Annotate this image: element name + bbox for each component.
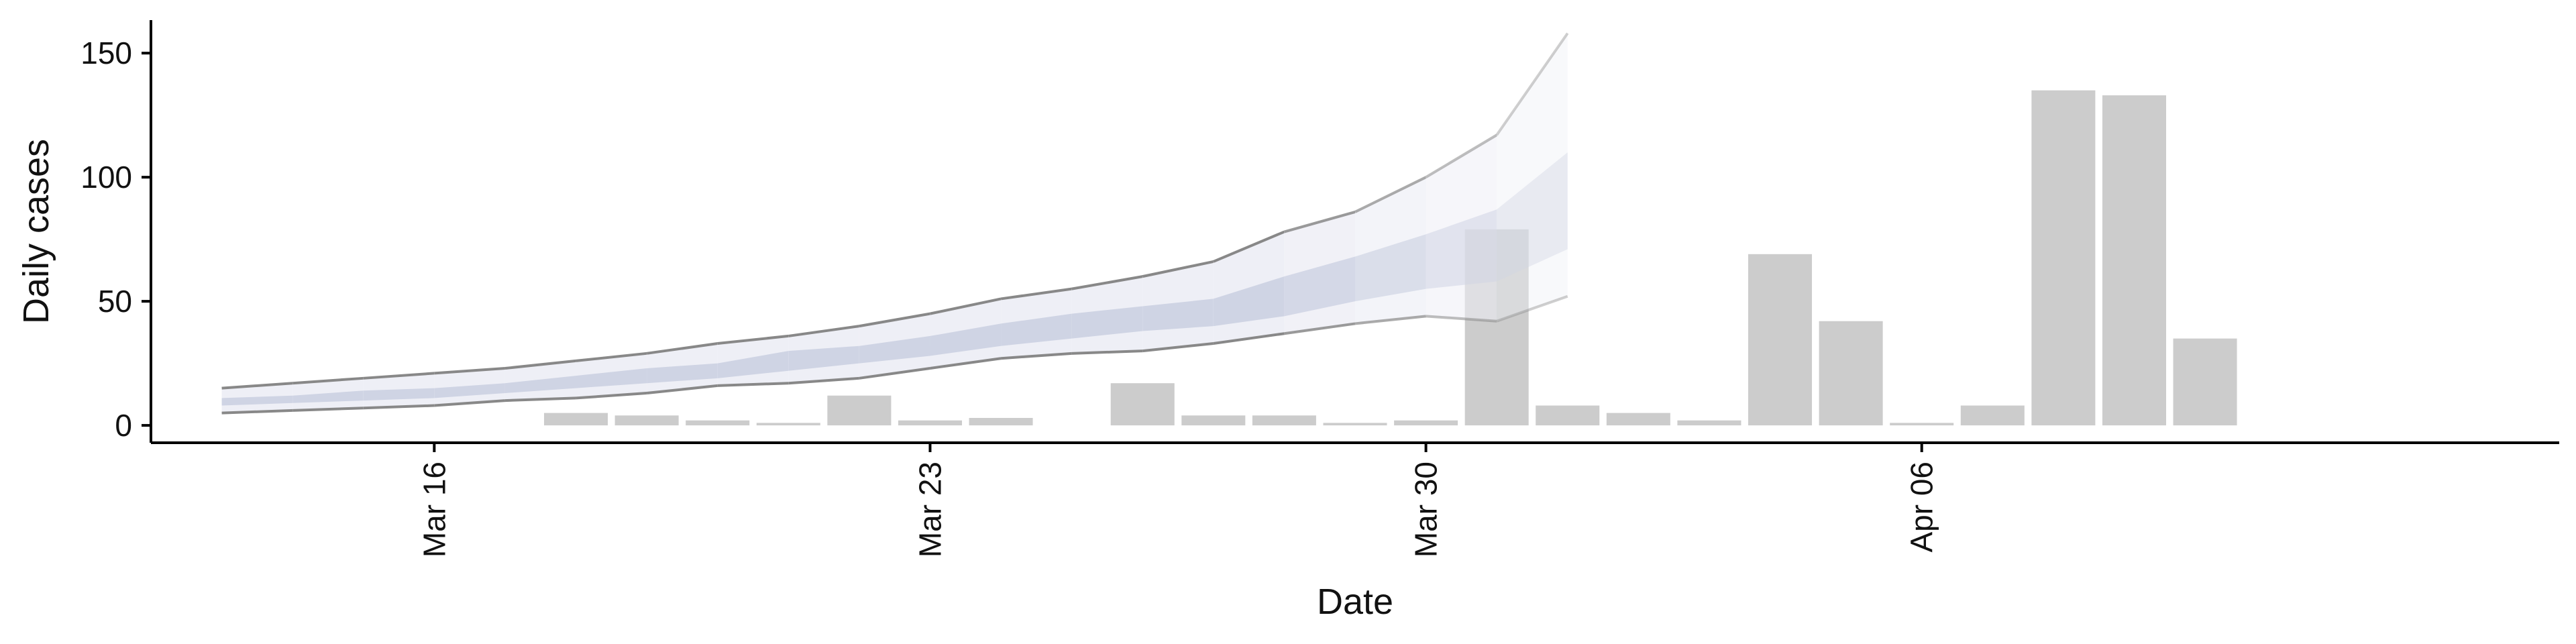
band-lower-line-segment-16 bbox=[1354, 315, 1426, 325]
band-lower-line-segment-3 bbox=[434, 399, 506, 407]
band-50-segment-18 bbox=[1497, 152, 1568, 282]
bar-2020-03-27 bbox=[1181, 415, 1246, 426]
band-upper-line-segment-1 bbox=[292, 376, 364, 385]
band-upper-line-segment-16 bbox=[1354, 176, 1427, 213]
x-tick-label-2020-03-30: Mar 30 bbox=[1409, 462, 1444, 557]
band-lower-line-segment-17 bbox=[1426, 315, 1497, 323]
x-axis-title: Date bbox=[1317, 582, 1393, 622]
band-90-segment-18 bbox=[1497, 33, 1568, 321]
band-lower-line-segment-12 bbox=[1071, 350, 1143, 355]
band-50-segment-10 bbox=[930, 323, 1002, 356]
forecast-band-layer bbox=[221, 32, 1569, 415]
band-50-segment-2 bbox=[363, 388, 435, 401]
band-50-segment-0 bbox=[221, 395, 293, 406]
bars-layer bbox=[544, 90, 2237, 426]
y-tick-label-50: 50 bbox=[98, 284, 132, 319]
band-lower-line-segment-4 bbox=[504, 396, 576, 402]
band-lower-line-segment-8 bbox=[788, 376, 860, 385]
bar-2020-03-20 bbox=[686, 420, 750, 426]
bar-2020-04-01 bbox=[1536, 405, 1600, 426]
band-upper-line-segment-4 bbox=[504, 359, 576, 370]
band-lower-line-segment-13 bbox=[1142, 342, 1214, 353]
bar-2020-03-22 bbox=[827, 395, 892, 426]
bar-2020-04-07 bbox=[1960, 405, 2025, 426]
bar-2020-04-08 bbox=[2031, 90, 2096, 426]
y-axis-title: Daily cases bbox=[16, 139, 56, 324]
band-50-segment-17 bbox=[1426, 209, 1497, 289]
band-50-segment-8 bbox=[788, 345, 859, 371]
bar-2020-04-10 bbox=[2173, 338, 2237, 426]
bar-2020-04-09 bbox=[2102, 95, 2166, 426]
band-lower-line-segment-15 bbox=[1284, 322, 1356, 335]
band-lower-line-segment-11 bbox=[1000, 352, 1072, 360]
band-50-segment-12 bbox=[1071, 306, 1143, 339]
y-tick-label-0: 0 bbox=[115, 408, 132, 443]
band-upper-line-segment-10 bbox=[930, 297, 1002, 315]
band-50-segment-14 bbox=[1213, 276, 1285, 327]
band-50-segment-5 bbox=[576, 368, 647, 388]
bar-2020-04-03 bbox=[1677, 420, 1741, 426]
y-tick-label-100: 100 bbox=[80, 160, 132, 195]
x-tick-label-2020-03-23: Mar 23 bbox=[912, 462, 947, 557]
band-50-segment-1 bbox=[292, 390, 364, 403]
bar-2020-04-04 bbox=[1748, 254, 1813, 426]
band-lower-line-segment-10 bbox=[930, 357, 1002, 370]
band-upper-line-segment-17 bbox=[1425, 133, 1498, 178]
axes-layer: 0 50 100 150 Mar 16 Mar 23 Mar 30 Apr 06 bbox=[80, 20, 2559, 557]
band-upper-line-segment-5 bbox=[576, 352, 647, 362]
band-lower-line-segment-9 bbox=[859, 367, 930, 380]
band-upper-line-segment-13 bbox=[1142, 260, 1214, 278]
x-tick-label-2020-03-16: Mar 16 bbox=[417, 462, 451, 557]
bar-2020-03-29 bbox=[1323, 423, 1387, 426]
band-lower-line-segment-7 bbox=[717, 382, 789, 387]
bar-2020-04-05 bbox=[1819, 321, 1883, 426]
band-lower-line-segment-18 bbox=[1496, 294, 1568, 323]
bar-2020-03-26 bbox=[1110, 383, 1175, 426]
band-upper-line-segment-0 bbox=[221, 382, 293, 390]
band-lower-line-segment-1 bbox=[292, 407, 364, 412]
y-tick-label-150: 150 bbox=[80, 36, 132, 70]
band-lower-line-segment-0 bbox=[221, 409, 293, 415]
band-lower-line-segment-14 bbox=[1213, 332, 1285, 345]
band-lower-line-segment-6 bbox=[646, 384, 718, 395]
band-upper-line-segment-9 bbox=[859, 312, 930, 328]
band-upper-line-segment-14 bbox=[1213, 230, 1285, 263]
bar-2020-03-30 bbox=[1394, 420, 1458, 426]
bar-2020-03-18 bbox=[544, 413, 608, 426]
bar-2020-03-23 bbox=[898, 420, 962, 426]
x-tick-label-2020-04-06: Apr 06 bbox=[1904, 462, 1939, 553]
band-50-segment-9 bbox=[859, 335, 930, 364]
band-upper-line-segment-6 bbox=[646, 342, 718, 355]
band-upper-line-segment-2 bbox=[363, 372, 435, 380]
band-50-segment-13 bbox=[1142, 299, 1214, 331]
band-upper-line-segment-3 bbox=[434, 367, 506, 375]
band-50-segment-4 bbox=[504, 376, 576, 394]
band-upper-line-segment-15 bbox=[1283, 211, 1356, 233]
band-upper-line-segment-18 bbox=[1495, 32, 1569, 136]
bar-2020-04-02 bbox=[1606, 413, 1670, 426]
bar-2020-03-19 bbox=[614, 415, 679, 426]
band-lower-line-segment-5 bbox=[576, 392, 647, 400]
bar-2020-03-24 bbox=[969, 418, 1033, 426]
band-upper-line-segment-11 bbox=[1000, 287, 1072, 301]
band-upper-line-segment-8 bbox=[788, 325, 860, 337]
band-upper-line-segment-7 bbox=[717, 334, 789, 345]
bar-2020-04-06 bbox=[1890, 423, 1954, 426]
band-50-segment-15 bbox=[1284, 256, 1355, 317]
bar-2020-03-21 bbox=[756, 423, 820, 426]
band-50-segment-7 bbox=[717, 351, 789, 378]
band-50-segment-16 bbox=[1355, 234, 1426, 302]
bar-2020-03-28 bbox=[1252, 415, 1316, 426]
band-upper-line-segment-12 bbox=[1071, 275, 1143, 290]
band-lower-line-segment-2 bbox=[363, 404, 435, 410]
band-50-segment-6 bbox=[647, 363, 718, 384]
band-50-segment-11 bbox=[1001, 313, 1072, 346]
band-50-segment-3 bbox=[434, 383, 505, 398]
